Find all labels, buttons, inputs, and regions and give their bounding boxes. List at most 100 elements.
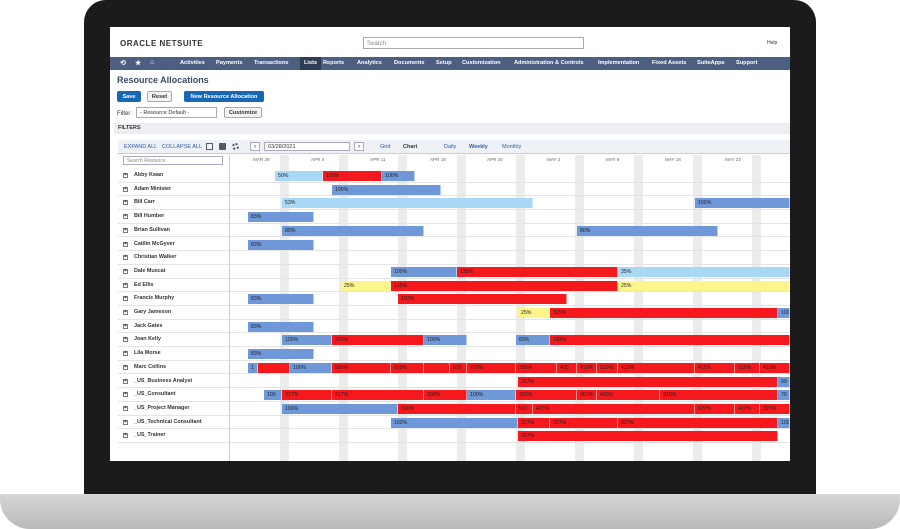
allocation-bar[interactable] <box>424 362 450 373</box>
grid-view[interactable]: Grid <box>380 144 391 150</box>
allocation-bar[interactable]: 100 <box>264 390 282 401</box>
allocation-bar[interactable]: 80% <box>577 225 718 236</box>
allocation-bar[interactable]: 83% <box>248 294 314 305</box>
allocation-bar[interactable]: 217% <box>282 390 332 401</box>
allocation-bar[interactable]: 500% <box>332 362 391 373</box>
expand-toggle[interactable]: + <box>123 377 128 384</box>
allocation-bar[interactable]: 510% <box>735 362 760 373</box>
expand-toggle[interactable]: + <box>123 350 128 357</box>
allocation-bar[interactable]: 25% <box>341 280 391 291</box>
resource-name[interactable]: Christian Walker <box>134 254 177 261</box>
allocation-bar[interactable]: 317% <box>518 376 778 387</box>
allocation-bar[interactable]: 1 <box>248 362 258 373</box>
allocation-bar[interactable]: 510% <box>597 362 618 373</box>
nav-item[interactable]: Support <box>736 60 758 66</box>
nav-item[interactable]: Analytics <box>357 60 382 66</box>
allocation-bar[interactable]: 83% <box>248 212 314 223</box>
allocation-bar[interactable]: 100% <box>391 266 457 277</box>
expand-toggle[interactable]: + <box>123 281 128 288</box>
save-button[interactable]: Save <box>117 91 141 102</box>
resource-name[interactable]: Francis Murphy <box>134 295 175 302</box>
allocation-bar[interactable]: 125% <box>391 280 618 291</box>
resource-name[interactable]: _US_Project Manager <box>134 404 190 411</box>
allocation-bar[interactable]: 83% <box>248 239 314 250</box>
resource-name[interactable]: Dale Muscat <box>134 267 166 274</box>
allocation-bar[interactable]: 107% <box>398 294 567 305</box>
nav-item[interactable]: Reports <box>323 60 345 66</box>
expand-toggle[interactable]: + <box>123 336 128 343</box>
allocation-bar[interactable]: 80% <box>282 225 424 236</box>
allocation-bar[interactable]: 135% <box>457 266 618 277</box>
allocation-bar[interactable]: 125% <box>550 308 778 318</box>
resource-name[interactable]: Bill Humber <box>134 213 165 220</box>
allocation-bar[interactable]: 25% <box>518 308 550 318</box>
allocation-bar[interactable]: 100% <box>467 390 516 401</box>
allocation-bar[interactable]: 99 <box>778 376 790 387</box>
allocation-bar[interactable]: 83% <box>248 349 314 360</box>
expand-toggle[interactable]: + <box>123 213 128 220</box>
weekly-scale[interactable]: Weekly <box>469 144 488 150</box>
allocation-bar[interactable]: 410% <box>760 362 790 373</box>
expand-toggle[interactable]: + <box>123 295 128 302</box>
allocation-bar[interactable]: 410% <box>618 362 695 373</box>
next-button[interactable]: › <box>354 142 364 151</box>
allocation-bar[interactable]: 200% <box>332 335 424 346</box>
allocation-bar[interactable]: 100% <box>290 362 332 373</box>
nav-item[interactable]: Administration & Controls <box>514 60 584 66</box>
export-icon[interactable] <box>206 143 213 150</box>
nav-item[interactable]: Payments <box>216 60 243 66</box>
allocation-bar[interactable]: 427% <box>735 403 760 414</box>
expand-toggle[interactable]: + <box>123 363 128 370</box>
resource-name[interactable]: Lila Morse <box>134 350 161 357</box>
expand-toggle[interactable]: + <box>123 309 128 315</box>
allocation-bar[interactable]: 300% <box>398 403 516 414</box>
nav-item[interactable]: Transactions <box>254 60 289 66</box>
daily-scale[interactable]: Daily <box>444 144 457 150</box>
allocation-bar[interactable]: 527% <box>695 403 735 414</box>
allocation-bar[interactable]: 361% <box>577 390 597 401</box>
allocation-bar[interactable]: 83% <box>248 321 314 332</box>
allocation-bar[interactable]: 100% <box>382 171 415 181</box>
allocation-bar[interactable]: 600 <box>450 362 467 373</box>
allocation-bar[interactable]: 427% <box>533 403 695 414</box>
allocation-bar[interactable] <box>258 362 290 373</box>
date-field[interactable]: 03/28/2021 <box>264 142 350 151</box>
settings-icon[interactable] <box>232 143 239 150</box>
expand-toggle[interactable]: + <box>123 199 128 206</box>
expand-all[interactable]: EXPAND ALL <box>124 144 158 150</box>
allocation-bar[interactable]: 79 <box>778 390 790 401</box>
expand-toggle[interactable]: + <box>123 404 128 411</box>
resource-name[interactable]: Gary Jameson <box>134 309 172 315</box>
expand-toggle[interactable]: + <box>123 172 128 178</box>
nav-icon[interactable]: ⌂ <box>150 59 155 66</box>
allocation-bar[interactable]: 25% <box>618 280 790 291</box>
allocation-bar[interactable]: 227% <box>518 431 778 442</box>
expand-toggle[interactable]: + <box>123 322 128 329</box>
help-link[interactable]: Help <box>767 40 778 46</box>
resource-name[interactable]: Joan Kelly <box>134 336 161 343</box>
allocation-bar[interactable]: 327% <box>518 417 550 428</box>
resource-name[interactable]: _US_Technical Consultant <box>134 418 202 425</box>
new-allocation-button[interactable]: New Resource Allocation <box>184 91 264 102</box>
allocation-bar[interactable]: 83% <box>516 335 550 346</box>
expand-toggle[interactable]: + <box>123 267 128 274</box>
allocation-bar[interactable]: 310% <box>660 390 778 401</box>
allocation-bar[interactable]: 200% <box>424 390 467 401</box>
allocation-bar[interactable]: 317% <box>332 390 424 401</box>
resource-name[interactable]: Ed Ellis <box>134 281 154 288</box>
nav-item[interactable]: Fixed Assets <box>652 60 687 66</box>
resource-name[interactable]: Jack Gates <box>134 322 163 329</box>
allocation-bar[interactable]: 327% <box>618 417 778 428</box>
allocation-bar[interactable]: 410% <box>597 390 660 401</box>
customize-button[interactable]: Customize <box>224 107 262 118</box>
allocation-bar[interactable]: 411% <box>695 362 735 373</box>
expand-toggle[interactable]: + <box>123 254 128 261</box>
expand-toggle[interactable]: + <box>123 240 128 247</box>
expand-toggle[interactable]: + <box>123 185 128 192</box>
resource-name[interactable]: Marc Collins <box>134 363 167 370</box>
monthly-scale[interactable]: Monthly <box>502 144 522 150</box>
allocation-bar[interactable]: 700% <box>467 362 516 373</box>
nav-item[interactable]: Activities <box>180 60 205 66</box>
chart-view[interactable]: Chart <box>403 144 418 150</box>
print-icon[interactable] <box>219 143 226 150</box>
